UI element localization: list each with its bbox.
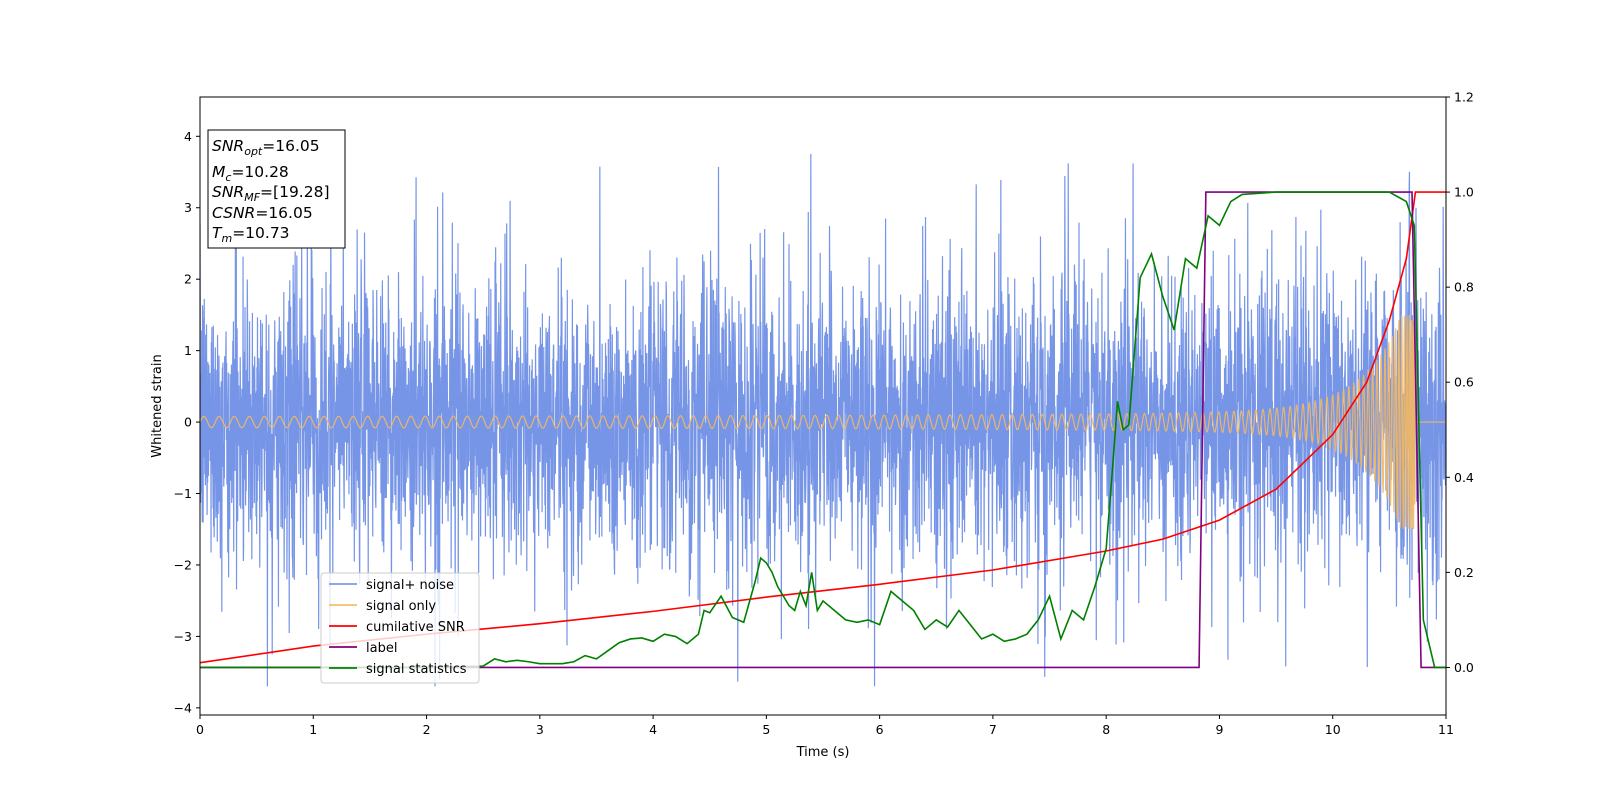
y-right-tick-label: 1.2 bbox=[1454, 90, 1474, 105]
line-cumilative-snr bbox=[200, 191, 1446, 664]
info-line: Mc=10.28 bbox=[212, 163, 289, 184]
legend-label-signal-noise: signal+ noise bbox=[366, 578, 454, 593]
y-right-tick-label: 0.6 bbox=[1454, 375, 1474, 390]
series-lines bbox=[200, 191, 1446, 669]
x-tick-label: 11 bbox=[1438, 722, 1454, 737]
series-signal-plus-noise bbox=[200, 153, 1446, 687]
legend-label-signal-only: signal only bbox=[366, 599, 436, 614]
y-tick-label: 3 bbox=[184, 200, 192, 215]
y-right-tick-label: 0.4 bbox=[1454, 470, 1474, 485]
x-tick-label: 8 bbox=[1102, 722, 1110, 737]
x-tick-label: 9 bbox=[1215, 722, 1223, 737]
info-value: =16.05 bbox=[255, 204, 312, 222]
info-symbol: M bbox=[212, 163, 225, 181]
y-right-tick-label: 0.2 bbox=[1454, 565, 1474, 580]
y-right-tick-label: 1.0 bbox=[1454, 185, 1474, 200]
info-symbol: SNR bbox=[212, 137, 244, 155]
info-symbol: CSNR bbox=[212, 204, 255, 222]
x-tick-label: 3 bbox=[536, 722, 544, 737]
info-subscript: m bbox=[221, 232, 232, 245]
y-right-tick-label: 0.0 bbox=[1454, 660, 1474, 675]
info-value: =16.05 bbox=[262, 137, 319, 155]
info-line: Tm=10.73 bbox=[212, 224, 290, 245]
info-symbol: SNR bbox=[212, 183, 244, 201]
x-tick-label: 1 bbox=[309, 722, 317, 737]
legend-label-signal-statistics: signal statistics bbox=[366, 662, 467, 677]
info-value: =10.73 bbox=[232, 224, 289, 242]
info-line: SNRopt=16.05 bbox=[212, 137, 320, 158]
line-signal-statistics bbox=[200, 191, 1446, 669]
x-tick-label: 4 bbox=[649, 722, 657, 737]
y-tick-label: −3 bbox=[174, 629, 192, 644]
info-value: =10.28 bbox=[231, 163, 288, 181]
series-signal-only bbox=[200, 314, 1446, 530]
y-axis-ticks: 4 3 2 1 0 −1 −2 −3 −4 bbox=[174, 129, 200, 715]
y-axis-right-ticks: 1.2 1.0 0.8 0.6 0.4 0.2 0.0 bbox=[1446, 90, 1474, 675]
x-tick-label: 5 bbox=[762, 722, 770, 737]
y-right-tick-label: 0.8 bbox=[1454, 280, 1474, 295]
info-line: CSNR=16.05 bbox=[212, 204, 313, 222]
y-tick-label: 0 bbox=[184, 415, 192, 430]
x-axis-ticks: 0 1 2 3 4 5 6 7 8 9 10 11 bbox=[196, 715, 1454, 737]
info-subscript: MF bbox=[244, 191, 260, 204]
x-tick-label: 10 bbox=[1325, 722, 1341, 737]
y-tick-label: −1 bbox=[174, 486, 192, 501]
info-subscript: opt bbox=[244, 145, 263, 158]
line-signal-plus-noise bbox=[200, 153, 1446, 687]
plot-area bbox=[200, 153, 1446, 687]
legend-label-cumilative-snr: cumilative SNR bbox=[366, 620, 465, 635]
y-tick-label: −2 bbox=[174, 557, 192, 572]
legend: signal+ noise signal only cumilative SNR la… bbox=[320, 572, 480, 684]
y-tick-label: 2 bbox=[184, 272, 192, 287]
y-tick-label: 4 bbox=[184, 129, 192, 144]
y-axis-label: Whitened strain bbox=[150, 354, 165, 457]
axes-frame bbox=[199, 96, 1447, 716]
info-box: SNRopt=16.05Mc=10.28SNRMF=[19.28]CSNR=16… bbox=[207, 129, 346, 249]
info-symbol: T bbox=[212, 224, 223, 242]
info-line: SNRMF=[19.28] bbox=[212, 183, 330, 204]
info-value: =[19.28] bbox=[260, 183, 329, 201]
x-tick-label: 2 bbox=[423, 722, 431, 737]
y-tick-label: −4 bbox=[174, 700, 192, 715]
line-signal-only bbox=[200, 314, 1446, 530]
x-tick-label: 6 bbox=[876, 722, 884, 737]
legend-label-label: label bbox=[366, 641, 397, 656]
info-subscript: c bbox=[225, 171, 231, 184]
x-tick-label: 7 bbox=[989, 722, 997, 737]
x-axis-label: Time (s) bbox=[796, 745, 850, 760]
y-tick-label: 1 bbox=[184, 343, 192, 358]
x-tick-label: 0 bbox=[196, 722, 204, 737]
